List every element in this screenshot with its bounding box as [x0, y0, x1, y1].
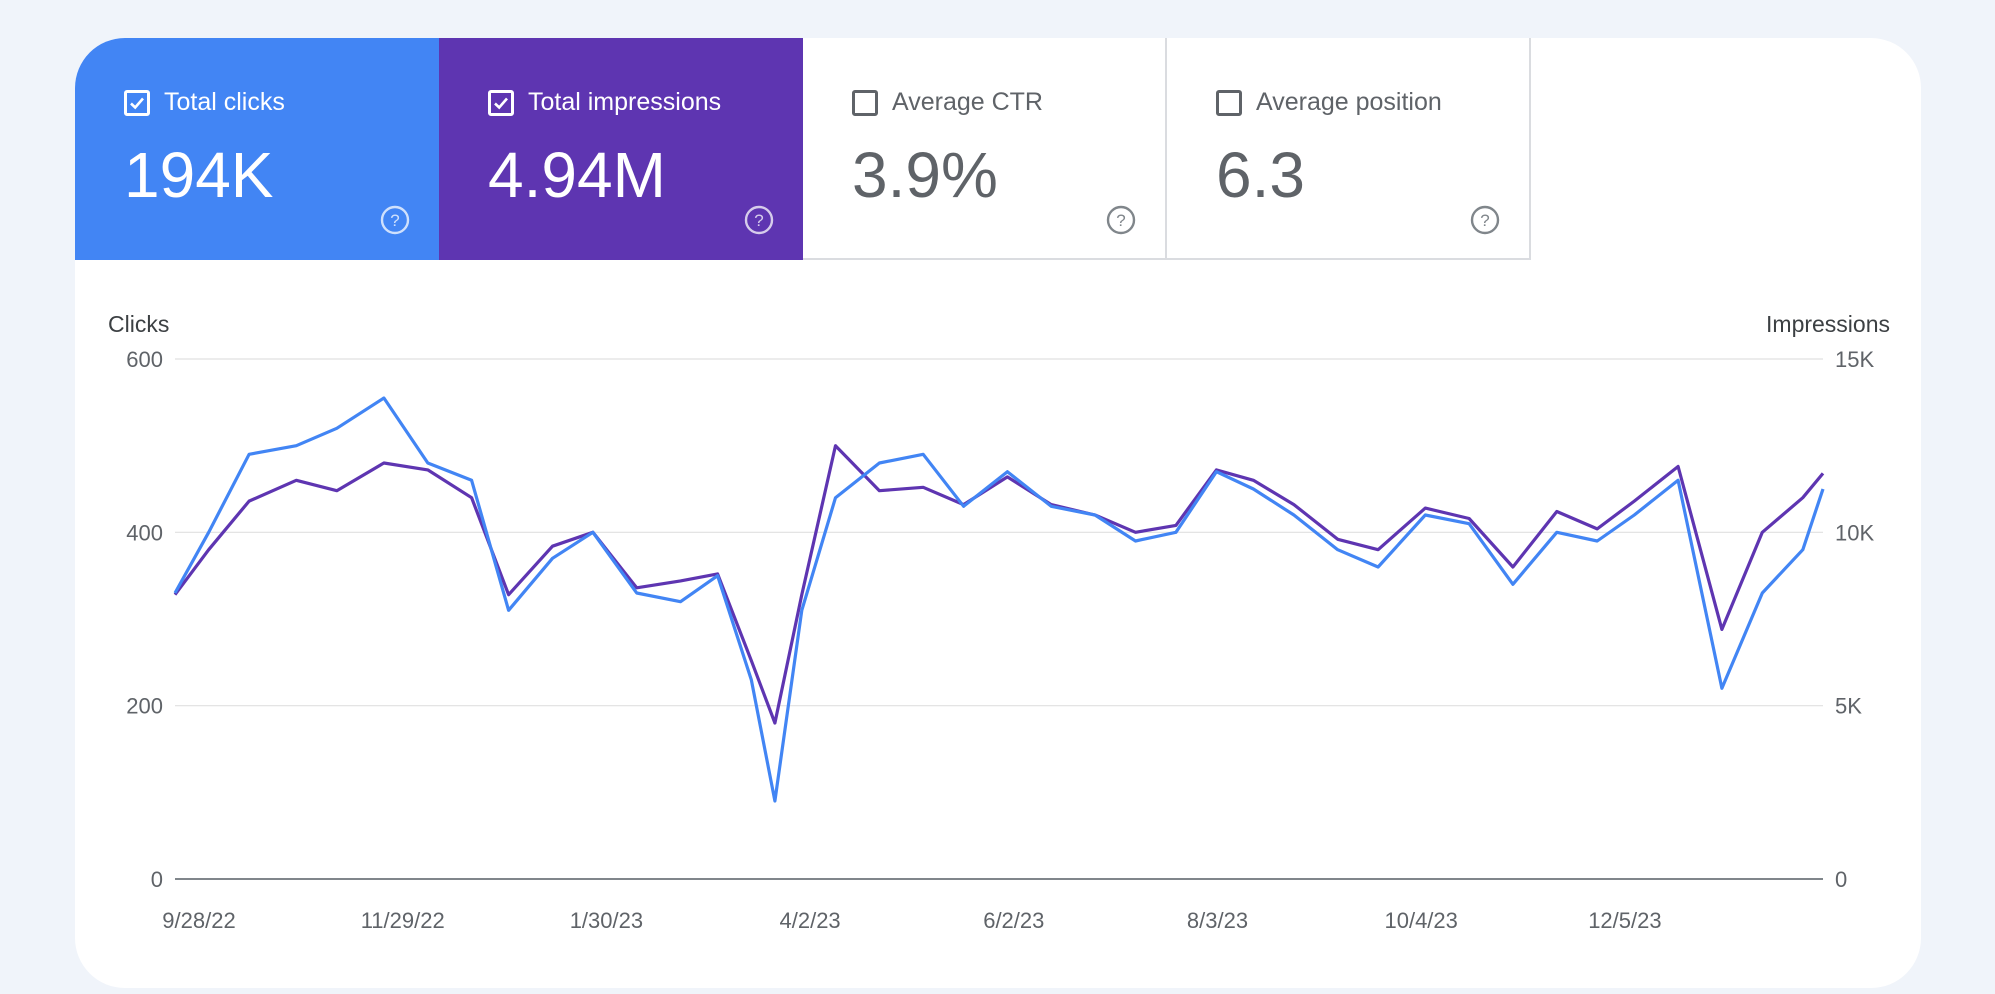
- series-line-impressions: [173, 444, 1825, 725]
- metric-value: 3.9%: [852, 139, 998, 211]
- metric-tile-average-position[interactable]: Average position 6.3 ?: [1167, 38, 1531, 260]
- help-circle-icon[interactable]: ?: [379, 204, 411, 236]
- metric-label: Average position: [1256, 88, 1442, 116]
- right-axis-tick-label: 15K: [1835, 347, 1874, 372]
- right-axis-tick-label: 10K: [1835, 520, 1874, 545]
- left-axis-tick-label: 600: [126, 347, 163, 372]
- metric-tile-total-impressions[interactable]: Total impressions 4.94M ?: [439, 38, 803, 260]
- left-axis-tick-label: 0: [151, 867, 163, 892]
- x-axis-tick-label: 8/3/23: [1187, 908, 1248, 933]
- checkbox-icon[interactable]: [488, 89, 514, 116]
- help-circle-icon[interactable]: ?: [1105, 204, 1137, 236]
- metric-tiles: Total clicks 194K ? Total impressions 4.…: [75, 38, 1531, 260]
- svg-text:?: ?: [1116, 211, 1125, 230]
- metric-label: Total clicks: [164, 88, 285, 116]
- performance-card: Total clicks 194K ? Total impressions 4.…: [75, 38, 1921, 988]
- series-line-clicks: [173, 396, 1825, 803]
- right-axis-tick-label: 5K: [1835, 694, 1862, 719]
- checkbox-icon[interactable]: [124, 89, 150, 116]
- x-axis-tick-label: 12/5/23: [1588, 908, 1661, 933]
- metric-label: Average CTR: [892, 88, 1043, 116]
- chart-ticks: 0 0 200 5K 400 10K 600 15K 9/28/22 11/29/22 1/30/2…: [126, 347, 1874, 933]
- right-axis-tick-label: 0: [1835, 867, 1847, 892]
- svg-text:?: ?: [754, 211, 763, 230]
- help-circle-icon[interactable]: ?: [743, 204, 775, 236]
- help-circle-icon[interactable]: ?: [1469, 204, 1501, 236]
- metric-value: 6.3: [1216, 139, 1305, 211]
- left-axis-title: Clicks: [108, 311, 169, 337]
- right-axis-title: Impressions: [1766, 311, 1890, 337]
- checkbox-icon[interactable]: [1216, 89, 1242, 116]
- metric-label: Total impressions: [528, 88, 722, 116]
- metric-tile-total-clicks[interactable]: Total clicks 194K ?: [75, 38, 439, 260]
- performance-chart: Clicks Impressions 0 0 200 5K 400 10K 600 15K 9/…: [108, 311, 1890, 933]
- x-axis-tick-label: 4/2/23: [780, 908, 841, 933]
- x-axis-tick-label: 6/2/23: [983, 908, 1044, 933]
- left-axis-tick-label: 200: [126, 694, 163, 719]
- left-axis-tick-label: 400: [126, 520, 163, 545]
- metric-tile-average-ctr[interactable]: Average CTR 3.9% ?: [803, 38, 1167, 260]
- svg-text:?: ?: [1480, 211, 1489, 230]
- svg-text:?: ?: [390, 211, 399, 230]
- metric-value: 194K: [124, 139, 274, 211]
- x-axis-tick-label: 11/29/22: [361, 908, 445, 933]
- chart-grid: [175, 358, 1823, 880]
- x-axis-tick-label: 10/4/23: [1384, 908, 1457, 933]
- x-axis-tick-label: 1/30/23: [570, 908, 643, 933]
- metric-value: 4.94M: [488, 139, 666, 211]
- chart-series: [173, 396, 1825, 803]
- x-axis-tick-label: 9/28/22: [162, 908, 235, 933]
- checkbox-icon[interactable]: [852, 89, 878, 116]
